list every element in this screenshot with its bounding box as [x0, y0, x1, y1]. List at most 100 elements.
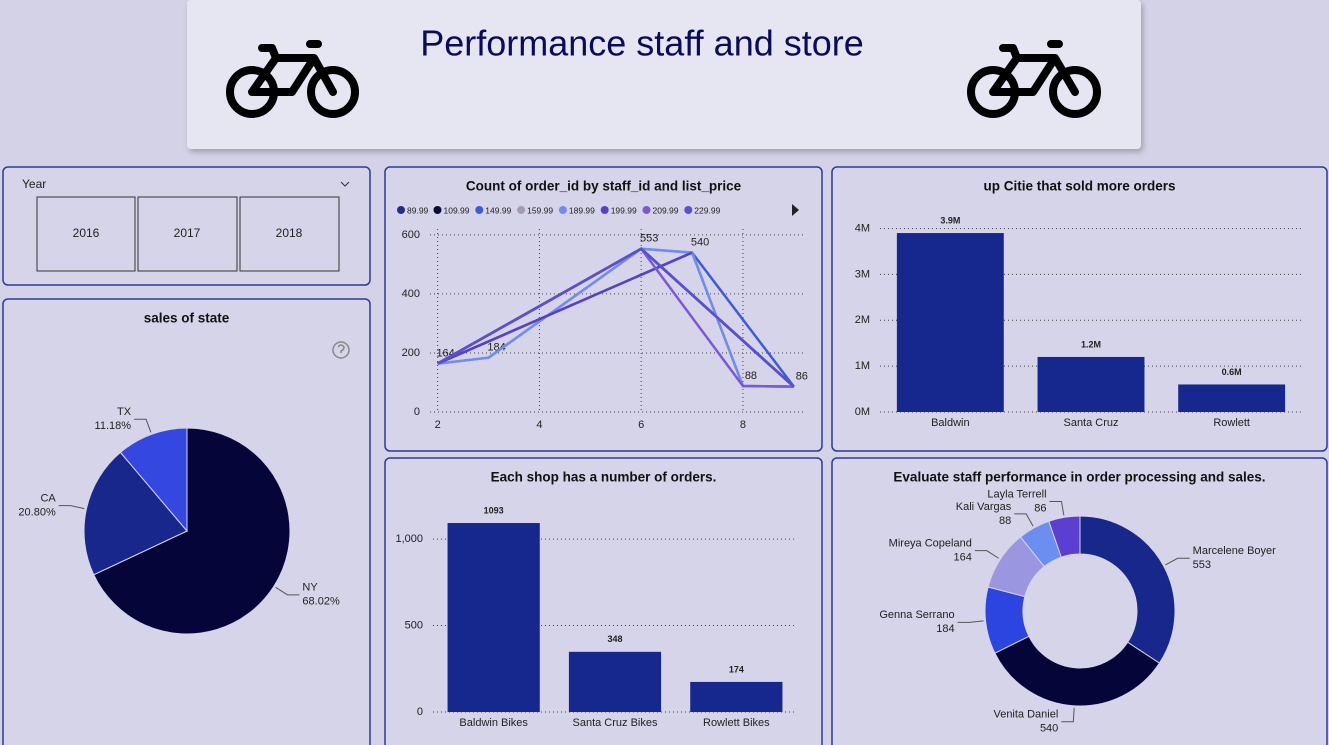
- pie-slice: [93, 427, 291, 635]
- data-label: 184: [487, 342, 505, 354]
- x-tick-label: Baldwin Bikes: [459, 717, 528, 729]
- y-tick-label: 1,000: [395, 533, 423, 545]
- legend-marker: [684, 206, 693, 214]
- chart-panel: [831, 457, 1328, 745]
- legend-marker: [397, 206, 405, 214]
- slice-label: Marcelene Boyer: [1193, 545, 1276, 557]
- y-tick-label: 4M: [855, 222, 870, 234]
- y-tick-label: 2M: [855, 314, 870, 326]
- line-series: [437, 251, 693, 365]
- data-label: 3.9M: [940, 215, 960, 225]
- slice-label: NY: [302, 582, 318, 594]
- slice-value: 86: [1034, 502, 1046, 514]
- legend-marker: [433, 206, 442, 214]
- data-label: 1.2M: [1081, 339, 1101, 349]
- legend-marker: [600, 206, 609, 214]
- legend-label: 159.99: [527, 205, 553, 215]
- leader-line: [1165, 557, 1190, 566]
- legend-marker: [475, 206, 484, 214]
- x-tick-label: 2: [435, 419, 441, 431]
- bar: [690, 681, 783, 712]
- leader-line: [1049, 501, 1065, 516]
- x-tick-label: Baldwin: [931, 417, 970, 429]
- slice-value: 184: [936, 623, 954, 635]
- slice-label: Layla Terrell: [987, 488, 1046, 500]
- leader-line: [1061, 707, 1075, 723]
- bar: [568, 651, 662, 712]
- pie-slice: [83, 451, 188, 576]
- legend-marker: [642, 206, 651, 214]
- slice-value: 20.80%: [18, 507, 56, 519]
- data-label: 553: [640, 233, 658, 245]
- pie-slice: [119, 427, 188, 533]
- data-label: 540: [691, 237, 709, 249]
- slice-value: 540: [1040, 723, 1058, 735]
- leader-line: [974, 550, 999, 559]
- legend-label: 199.99: [611, 205, 637, 215]
- leader-line: [275, 586, 300, 596]
- y-tick-label: 400: [402, 288, 420, 300]
- leader-line: [957, 620, 984, 623]
- donut-slice: [1079, 515, 1176, 664]
- leader-line: [58, 505, 85, 510]
- slicer-chevron[interactable]: [340, 181, 350, 187]
- data-label: 348: [607, 634, 622, 644]
- legend-marker: [517, 206, 526, 214]
- scroll-arrow[interactable]: [792, 204, 799, 216]
- donut-slice: [1048, 515, 1081, 558]
- help-icon[interactable]: [332, 341, 350, 359]
- legend-label: 229.99: [694, 205, 720, 215]
- legend-label: 109.99: [444, 205, 470, 215]
- slice-label: Mireya Copeland: [889, 538, 972, 550]
- data-label: 174: [729, 664, 744, 674]
- data-label: 0.6M: [1222, 367, 1242, 377]
- slice-value: 11.18%: [95, 420, 132, 432]
- chart-title: sales of state: [144, 311, 230, 326]
- slicer-option[interactable]: [239, 196, 340, 272]
- leader-line: [1014, 513, 1034, 527]
- y-tick-label: 500: [405, 619, 423, 631]
- donut-slice: [994, 635, 1161, 707]
- data-label: 86: [796, 371, 808, 383]
- legend-marker: [558, 206, 567, 214]
- y-tick-label: 600: [402, 229, 420, 241]
- x-tick-label: Santa Cruz: [1063, 417, 1118, 429]
- slicer-option[interactable]: [36, 196, 136, 272]
- bar: [1037, 356, 1145, 412]
- slice-label: Venita Daniel: [993, 709, 1058, 721]
- slicer-option[interactable]: [137, 196, 238, 272]
- slice-value: 164: [953, 552, 971, 564]
- slice-label: CA: [40, 493, 56, 505]
- y-tick-label: 200: [402, 347, 420, 359]
- header-panel: [187, 0, 1141, 149]
- slicer-option-label[interactable]: 2017: [174, 226, 201, 240]
- slicer-title: Year: [22, 177, 46, 191]
- slicer-option-label[interactable]: 2016: [73, 226, 100, 240]
- x-tick-label: Santa Cruz Bikes: [573, 717, 658, 729]
- data-label: 1093: [484, 505, 504, 515]
- chart-title: Evaluate staff performance in order proc…: [893, 470, 1265, 485]
- y-tick-label: 0: [417, 706, 423, 718]
- chart-panel: [384, 166, 823, 452]
- bike-icon: [226, 40, 359, 118]
- slice-label: TX: [117, 406, 132, 418]
- x-tick-label: Rowlett: [1213, 417, 1250, 429]
- legend-label: 189.99: [569, 205, 595, 215]
- bar: [447, 523, 540, 712]
- x-tick-label: 4: [536, 419, 542, 431]
- y-tick-label: 1M: [855, 360, 870, 372]
- help-icon-mark: [337, 344, 345, 353]
- x-tick-label: 6: [638, 419, 644, 431]
- y-tick-label: 3M: [855, 268, 870, 280]
- legend-label: 149.99: [485, 205, 511, 215]
- slicer-option-label[interactable]: 2018: [276, 226, 303, 240]
- y-tick-label: 0: [414, 406, 420, 418]
- line-series: [437, 247, 795, 388]
- slice-value: 68.02%: [302, 596, 340, 608]
- bike-icon: [967, 40, 1101, 118]
- legend-label: 89.99: [407, 205, 429, 215]
- header-title: Performance staff and store: [420, 23, 864, 64]
- y-tick-label: 0M: [855, 406, 870, 418]
- slice-label: Kali Vargas: [956, 501, 1012, 513]
